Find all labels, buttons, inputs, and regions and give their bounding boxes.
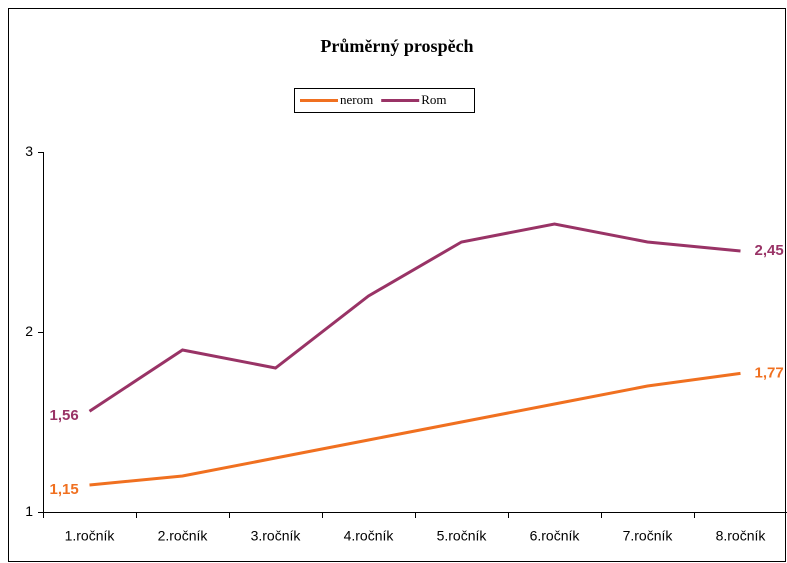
data-label: 1,77 (755, 364, 784, 381)
y-tick-label: 3 (25, 143, 33, 159)
x-tick-label: 7.ročník (623, 528, 674, 544)
x-tick-label: 3.ročník (251, 528, 302, 544)
x-tick-label: 6.ročník (530, 528, 581, 544)
y-tick-label: 2 (25, 323, 33, 339)
y-tick-label: 1 (25, 503, 33, 519)
data-label: 1,15 (50, 481, 79, 498)
data-label: 1,56 (50, 407, 79, 424)
data-line (89, 371, 741, 487)
data-label: 2,45 (755, 242, 784, 259)
legend-label: Rom (421, 92, 446, 107)
x-tick-label: 1.ročník (65, 528, 116, 544)
legend-label: nerom (340, 92, 373, 107)
x-tick-label: 5.ročník (437, 528, 488, 544)
chart-title: Průměrný prospěch (320, 36, 473, 56)
x-tick-label: 8.ročník (716, 528, 767, 544)
data-line (88, 222, 741, 413)
x-tick-label: 2.ročník (158, 528, 209, 544)
x-tick-label: 4.ročník (344, 528, 395, 544)
